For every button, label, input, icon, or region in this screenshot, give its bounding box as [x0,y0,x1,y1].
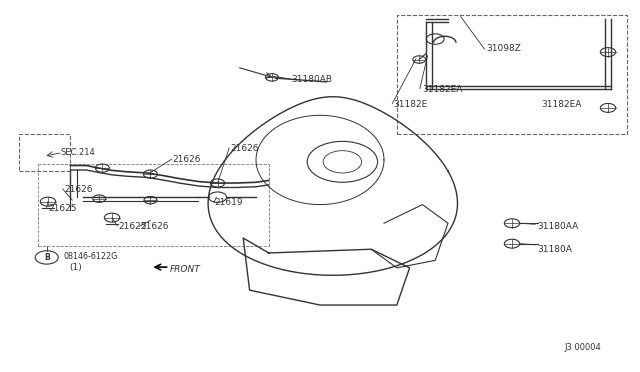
Text: B: B [44,253,49,262]
Text: 21626: 21626 [64,185,93,194]
Text: 08146-6122G: 08146-6122G [64,252,118,261]
Text: FRONT: FRONT [170,265,200,274]
Text: 31180AA: 31180AA [538,222,579,231]
Text: 31180A: 31180A [538,245,572,254]
Text: 21625: 21625 [48,204,77,213]
Text: 31182EA: 31182EA [541,100,581,109]
Text: 31182E: 31182E [394,100,428,109]
Text: 21619: 21619 [214,198,243,207]
Text: 21625: 21625 [118,222,147,231]
Text: 21626: 21626 [230,144,259,153]
Text: J3 00004: J3 00004 [565,343,602,352]
Text: 21626: 21626 [141,222,170,231]
Text: (1): (1) [69,263,82,272]
Text: 21626: 21626 [173,155,202,164]
Text: 31182EA: 31182EA [422,85,463,94]
Text: 31180AB: 31180AB [291,76,332,84]
Text: SEC.214: SEC.214 [61,148,95,157]
Text: 31098Z: 31098Z [486,44,521,53]
Bar [19,134,70,171]
